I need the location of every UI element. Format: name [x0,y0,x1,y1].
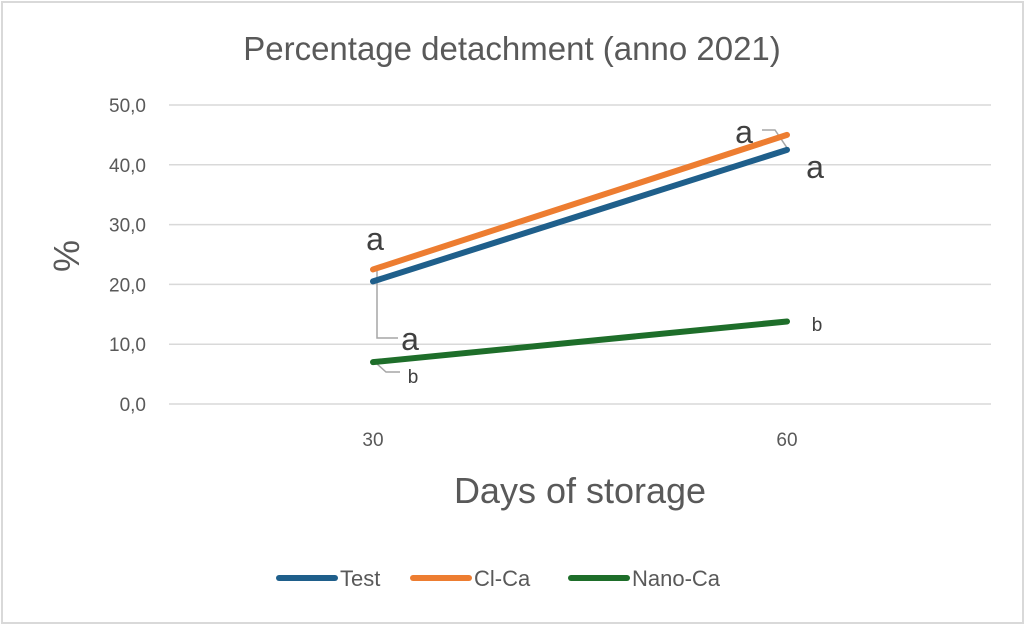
legend-item-cl-ca: Cl-Ca [410,566,531,591]
legend: Test Cl-Ca Nano-Ca [276,566,721,591]
annotation-label: b [812,315,823,336]
chart-title: Percentage detachment (anno 2021) [243,30,781,67]
x-tick-label: 30 [362,430,383,451]
y-tick-label: 50,0 [109,96,146,117]
legend-label: Nano-Ca [632,566,721,591]
leader-line [762,129,788,149]
x-tick-label: 60 [776,430,797,451]
legend-item-nano-ca: Nano-Ca [568,566,721,591]
leader-line [374,361,400,373]
annotation-label: a [735,114,753,150]
series-line-cl-ca [370,131,790,273]
annotation-label: b [408,367,419,388]
y-tick-label: 40,0 [109,156,146,177]
series-line-test [370,146,790,285]
x-tick-labels: 30 60 [362,430,797,451]
annotation-label: a [401,321,419,357]
y-tick-label: 0,0 [120,395,146,416]
legend-label: Cl-Ca [474,566,531,591]
annotation-label: a [366,221,384,257]
legend-label: Test [340,566,380,591]
y-tick-label: 20,0 [109,275,146,296]
series-lines [370,131,790,366]
legend-item-test: Test [276,566,380,591]
series-line-nano-ca [370,318,790,366]
gridlines [169,104,991,405]
x-axis-title: Days of storage [454,470,706,511]
y-tick-label: 10,0 [109,335,146,356]
annotation-label: a [806,149,824,185]
y-axis-title: % [46,240,87,272]
y-tick-labels: 0,0 10,0 20,0 30,0 40,0 50,0 [109,96,146,416]
y-tick-label: 30,0 [109,216,146,237]
